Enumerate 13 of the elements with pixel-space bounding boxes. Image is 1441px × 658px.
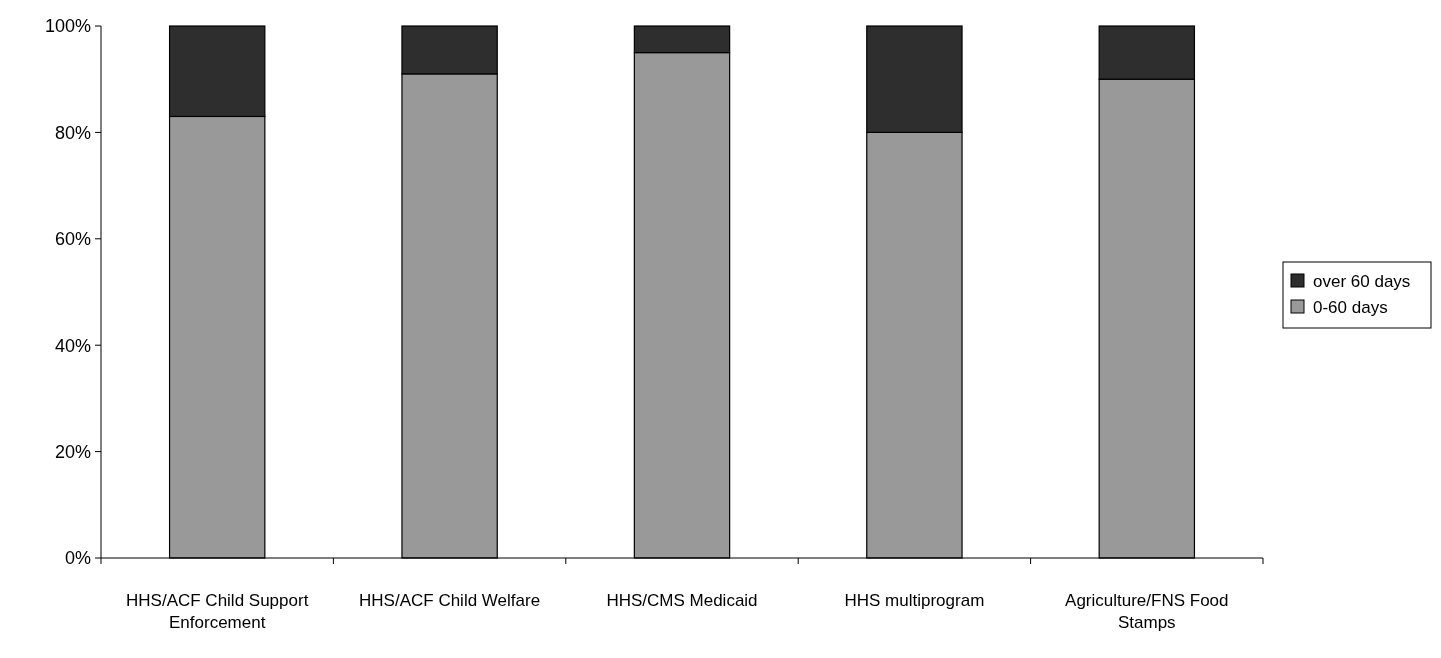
y-tick-label: 60%: [54, 229, 91, 250]
x-tick-label: HHS multiprogram: [844, 591, 985, 610]
y-tick-label: 40%: [54, 335, 91, 356]
y-tick-label: 0%: [64, 548, 91, 569]
x-tick-label: HHS/CMS Medicaid: [606, 591, 758, 610]
legend-label: over 60 days: [1313, 271, 1411, 291]
y-tick-label: 100%: [44, 16, 91, 37]
x-tick-label: Agriculture/FNS Food Stamps: [1065, 591, 1229, 632]
x-tick-label: HHS/ACF Child Support Enforcement: [126, 591, 309, 632]
y-tick-label: 80%: [54, 122, 91, 143]
x-tick-label: HHS/ACF Child Welfare: [359, 591, 541, 610]
legend-label: 0-60 days: [1313, 297, 1388, 317]
y-tick-label: 20%: [54, 441, 91, 462]
